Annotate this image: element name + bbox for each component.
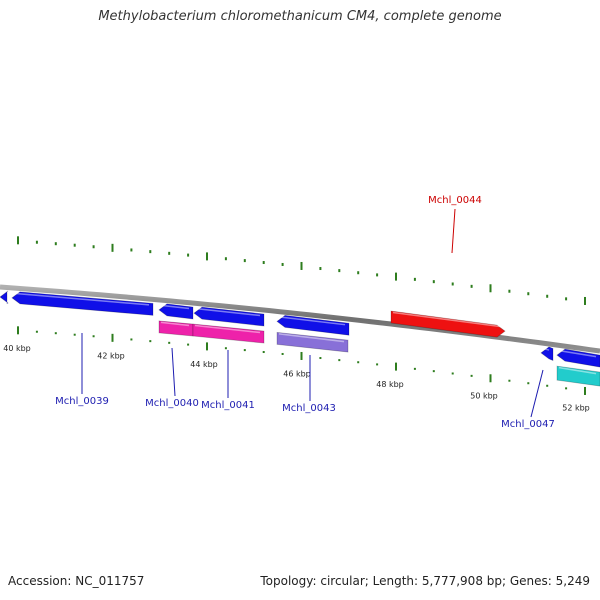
gene-feature-purple bbox=[276, 331, 349, 353]
gene-label-leader bbox=[171, 347, 176, 397]
inner-tick-track bbox=[17, 326, 586, 395]
outer-tick-track bbox=[17, 236, 586, 305]
gene-feature-cyan bbox=[556, 365, 600, 387]
genome-summary-text: Topology: circular; Length: 5,777,908 bp… bbox=[260, 574, 590, 588]
gene-label-leader bbox=[451, 208, 456, 254]
scale-label: 42 kbp bbox=[97, 352, 125, 361]
gene-feature-mchl-0041 bbox=[193, 306, 265, 327]
gene-feature bbox=[0, 290, 9, 305]
scale-label: 40 kbp bbox=[3, 344, 31, 353]
scale-label: 52 kbp bbox=[562, 404, 590, 413]
scale-label: 48 kbp bbox=[376, 380, 404, 389]
gene-label: Mchl_0041 bbox=[201, 400, 255, 411]
genome-backbone bbox=[0, 284, 600, 354]
accession-text: Accession: NC_011757 bbox=[8, 574, 145, 588]
gene-labels: Mchl_0039 Mchl_0040 Mchl_0041 Mchl_0043 Mchl… bbox=[55, 195, 555, 430]
gene-features bbox=[0, 290, 600, 387]
scale-label: 50 kbp bbox=[470, 391, 498, 400]
gene-feature-mchl-0044 bbox=[390, 310, 506, 338]
gene-feature-mchl-0047 bbox=[556, 348, 600, 368]
gene-label: Mchl_0040 bbox=[145, 398, 199, 409]
scale-label: 46 kbp bbox=[283, 370, 311, 379]
map-title: Methylobacterium chloromethanicum CM4, c… bbox=[98, 9, 502, 24]
gene-label: Mchl_0047 bbox=[501, 419, 555, 430]
gene-feature bbox=[540, 346, 554, 362]
gene-label-leader bbox=[530, 369, 544, 418]
gene-label: Mchl_0039 bbox=[55, 396, 109, 407]
gene-feature-mchl-0043 bbox=[276, 314, 350, 336]
gene-label: Mchl_0044 bbox=[428, 195, 482, 206]
scale-label: 44 kbp bbox=[190, 360, 218, 369]
gene-feature-mchl-0040 bbox=[158, 303, 194, 320]
gene-label: Mchl_0043 bbox=[282, 403, 336, 414]
scale-labels: 40 kbp 42 kbp 44 kbp 46 kbp 48 kbp 50 kbp 52 k… bbox=[3, 344, 590, 413]
gene-feature-pink bbox=[192, 323, 265, 344]
gene-feature-mchl-0039 bbox=[11, 291, 154, 316]
